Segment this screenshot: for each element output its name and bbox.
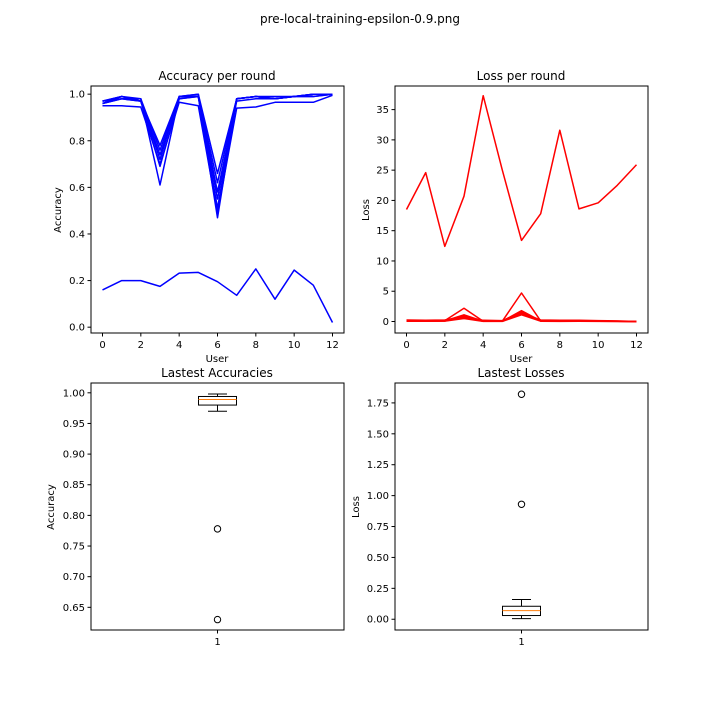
- y-tick-label: 0.95: [63, 419, 85, 430]
- y-tick-label: 1.25: [367, 460, 389, 471]
- y-tick-label: 30: [376, 135, 389, 146]
- outlier-point: [517, 500, 526, 508]
- box-iqr: [198, 395, 237, 406]
- panel-title: Accuracy per round: [158, 69, 275, 83]
- y-tick-label: 5: [383, 287, 389, 298]
- y-tick-label: 10: [376, 256, 389, 267]
- y-tick-label: 0.50: [367, 553, 389, 564]
- y-tick-label: 0.75: [63, 542, 85, 553]
- series-line-6: [406, 314, 637, 323]
- y-axis-label: Loss: [351, 496, 362, 518]
- panel-lastest-losses: Lastest Losses Loss 0.00 0.25 0.50 0.75 1.00…: [351, 366, 649, 648]
- x-tick-label: 0: [403, 340, 409, 351]
- x-tick-label: 6: [214, 340, 220, 351]
- y-axis-label: Accuracy: [53, 187, 64, 233]
- y-tick-label: 0.25: [367, 584, 389, 595]
- outlier-point: [213, 525, 222, 533]
- panel-title: Loss per round: [477, 69, 566, 83]
- x-tick-label: 12: [326, 340, 339, 351]
- y-tick-label: 0.90: [63, 450, 85, 461]
- series-line-6: [102, 93, 333, 219]
- y-axis-label: Loss: [361, 199, 372, 221]
- x-tick-label: 12: [630, 340, 643, 351]
- x-tick-label: 8: [253, 340, 259, 351]
- series-line-7: [102, 94, 333, 214]
- x-tick-label: 1: [214, 637, 220, 648]
- panel-loss-per-round: Loss per round User Loss 0 5 10 15 20 25 30 35 0…: [361, 69, 649, 365]
- series-line-1: [405, 94, 638, 248]
- figure-title: pre-local-training-epsilon-0.9.png: [260, 12, 460, 26]
- y-tick-label: 0.6: [69, 183, 85, 194]
- y-tick-label: 0.65: [63, 603, 85, 614]
- y-tick-label: 1.00: [63, 388, 85, 399]
- axes-frame: [90, 382, 345, 631]
- y-tick-label: 0.75: [367, 522, 389, 533]
- outlier-point: [517, 390, 526, 398]
- x-tick-label: 2: [442, 340, 448, 351]
- x-tick-label: 8: [557, 340, 563, 351]
- y-tick-label: 0.8: [69, 136, 85, 147]
- y-tick-label: 0.0: [69, 323, 85, 334]
- y-tick-label: 0.4: [69, 229, 85, 240]
- x-tick-label: 4: [176, 340, 182, 351]
- x-tick-label: 10: [288, 340, 301, 351]
- panel-lastest-accuracies: Lastest Accuracies Accuracy 0.65 0.70 0.75…: [46, 366, 345, 648]
- panel-accuracy-per-round: Accuracy per round User Accuracy 0.0 0.2 0…: [53, 69, 345, 365]
- y-tick-label: 0.00: [367, 615, 389, 626]
- y-tick-label: 20: [376, 196, 389, 207]
- x-axis-label: User: [510, 354, 534, 365]
- axes-frame: [394, 382, 649, 631]
- panel-title: Lastest Losses: [477, 366, 564, 380]
- y-tick-label: 0.85: [63, 480, 85, 491]
- series-line-7: [406, 312, 637, 323]
- y-tick-label: 1.00: [367, 491, 389, 502]
- y-tick-label: 0: [383, 317, 389, 328]
- axes-frame: [394, 85, 649, 334]
- axes-frame: [90, 85, 345, 334]
- y-tick-label: 35: [376, 105, 389, 116]
- y-tick-label: 25: [376, 166, 389, 177]
- y-tick-label: 1.0: [69, 90, 85, 101]
- x-tick-label: 1: [518, 637, 524, 648]
- y-tick-label: 0.80: [63, 511, 85, 522]
- series-line-8: [102, 268, 334, 323]
- x-axis-label: User: [206, 354, 230, 365]
- x-tick-label: 2: [138, 340, 144, 351]
- y-tick-label: 1.75: [367, 398, 389, 409]
- y-tick-label: 0.2: [69, 276, 85, 287]
- outlier-point: [213, 615, 222, 624]
- x-tick-label: 4: [480, 340, 486, 351]
- y-axis-label: Accuracy: [46, 484, 57, 530]
- x-tick-label: 10: [592, 340, 605, 351]
- panel-title: Lastest Accuracies: [161, 366, 273, 380]
- x-tick-label: 0: [99, 340, 105, 351]
- y-tick-label: 15: [376, 226, 389, 237]
- y-tick-label: 0.70: [63, 572, 85, 583]
- x-tick-label: 6: [518, 340, 524, 351]
- y-tick-label: 1.50: [367, 429, 389, 440]
